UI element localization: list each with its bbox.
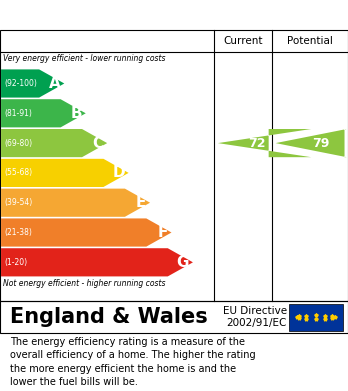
Text: A: A <box>49 76 61 91</box>
Text: (92-100): (92-100) <box>4 79 37 88</box>
Text: (69-80): (69-80) <box>4 138 32 147</box>
Text: EU Directive
2002/91/EC: EU Directive 2002/91/EC <box>223 306 287 328</box>
Text: (55-68): (55-68) <box>4 169 32 178</box>
Polygon shape <box>1 219 172 247</box>
Text: (39-54): (39-54) <box>4 198 32 207</box>
Text: Potential: Potential <box>287 36 333 46</box>
Bar <box>289 304 343 330</box>
Text: The energy efficiency rating is a measure of the
overall efficiency of a home. T: The energy efficiency rating is a measur… <box>10 337 256 387</box>
Text: England & Wales: England & Wales <box>10 307 208 327</box>
Text: Energy Efficiency Rating: Energy Efficiency Rating <box>10 7 220 23</box>
Polygon shape <box>1 188 150 217</box>
Text: (1-20): (1-20) <box>4 258 27 267</box>
Text: F: F <box>157 225 168 240</box>
Polygon shape <box>1 159 129 187</box>
Text: B: B <box>70 106 82 121</box>
Polygon shape <box>218 129 311 157</box>
Text: (21-38): (21-38) <box>4 228 32 237</box>
Polygon shape <box>1 248 193 276</box>
Polygon shape <box>1 129 107 157</box>
Text: (81-91): (81-91) <box>4 109 32 118</box>
Text: Not energy efficient - higher running costs: Not energy efficient - higher running co… <box>3 280 166 289</box>
Text: E: E <box>136 195 146 210</box>
Text: Very energy efficient - lower running costs: Very energy efficient - lower running co… <box>3 54 166 63</box>
Polygon shape <box>1 99 86 127</box>
Text: 79: 79 <box>312 136 330 150</box>
Polygon shape <box>276 129 347 157</box>
Polygon shape <box>1 69 64 98</box>
Text: C: C <box>92 136 103 151</box>
Text: 72: 72 <box>248 136 266 150</box>
Text: Current: Current <box>223 36 263 46</box>
Text: G: G <box>177 255 189 270</box>
Text: D: D <box>112 165 125 180</box>
